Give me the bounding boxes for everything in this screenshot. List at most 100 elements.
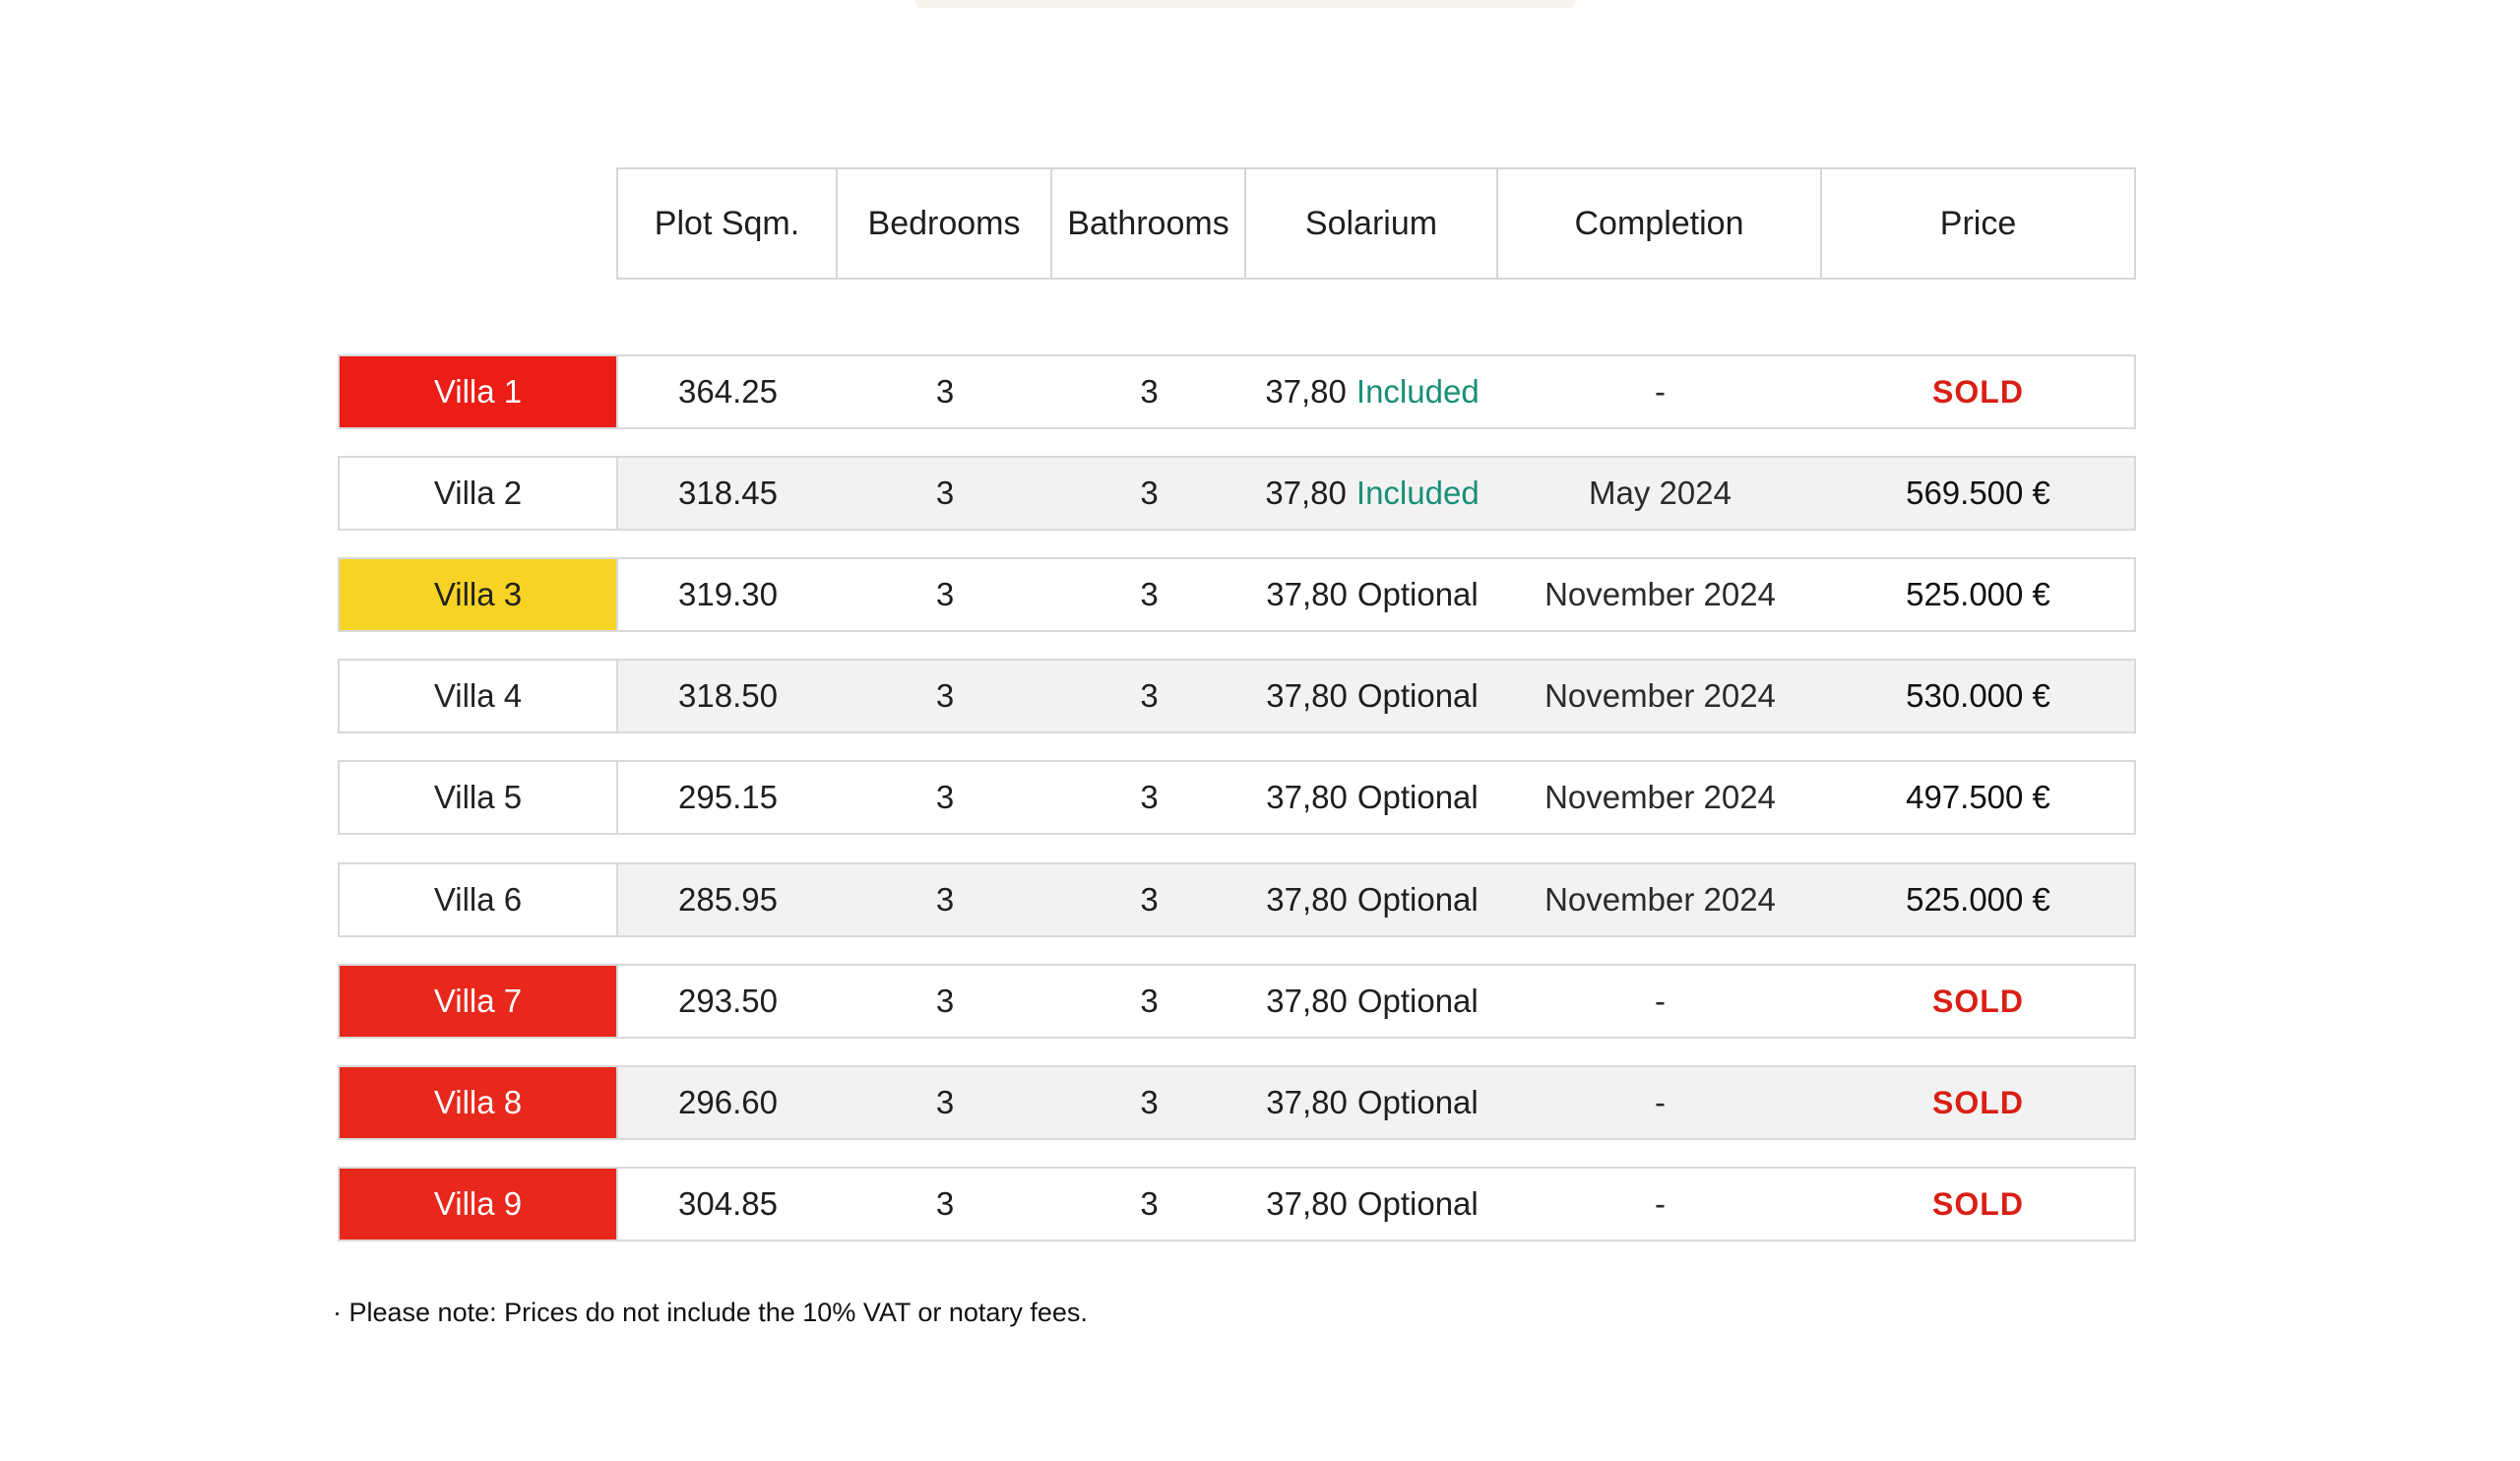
row-data: 318.50 3 3 37,80 Optional November 2024 530.00… [618, 661, 2134, 731]
row-data: 296.60 3 3 37,80 Optional - SOLD [618, 1067, 2134, 1138]
bathrooms-cell: 3 [1140, 475, 1159, 511]
solarium-size: 37,80 [1266, 881, 1348, 918]
completion-cell: November 2024 [1544, 677, 1776, 714]
solarium-size: 37,80 [1266, 677, 1348, 714]
header-completion: Completion [1498, 169, 1822, 278]
table-row: Villa 7 293.50 3 3 37,80 Optional - SOLD [338, 964, 2136, 1039]
table-row: Villa 5 295.15 3 3 37,80 Optional November 202… [338, 760, 2136, 835]
solarium-status: Optional [1356, 779, 1479, 815]
solarium-status: Included [1355, 475, 1480, 511]
sold-label: SOLD [1932, 1185, 2024, 1222]
table-row: Villa 3 319.30 3 3 37,80 Optional November 202… [338, 557, 2136, 632]
solarium-status: Optional [1356, 881, 1479, 918]
price-cell: 497.500 € [1906, 779, 2050, 815]
bedrooms-cell: 3 [935, 373, 955, 410]
plot-cell: 364.25 [678, 373, 778, 410]
solarium-cell: 37,80 Optional [1246, 1067, 1498, 1138]
table-row: Villa 8 296.60 3 3 37,80 Optional - SOLD [338, 1065, 2136, 1140]
solarium-status: Optional [1356, 1185, 1479, 1222]
solarium-size: 37,80 [1265, 373, 1347, 410]
bathrooms-cell: 3 [1140, 1084, 1159, 1120]
table-row: Villa 1 364.25 3 3 37,80 Included - SOLD [338, 354, 2136, 429]
plot-cell: 285.95 [678, 881, 778, 918]
price-cell: 525.000 € [1906, 881, 2050, 918]
plot-cell: 295.15 [678, 779, 778, 815]
header-bedrooms: Bedrooms [838, 169, 1052, 278]
row-data: 295.15 3 3 37,80 Optional November 2024 497.50… [618, 762, 2134, 833]
bedrooms-cell: 3 [935, 576, 955, 612]
sold-label: SOLD [1932, 983, 2024, 1019]
header-plot: Plot Sqm. [618, 169, 838, 278]
header-price: Price [1939, 204, 2017, 242]
plot-cell: 318.45 [678, 475, 778, 511]
plot-cell: 318.50 [678, 677, 778, 714]
completion-cell: November 2024 [1544, 881, 1776, 918]
solarium-cell: 37,80 Optional [1246, 966, 1498, 1037]
header-bathrooms: Bathrooms [1052, 169, 1246, 278]
row-data: 304.85 3 3 37,80 Optional - SOLD [618, 1169, 2134, 1239]
villa-name-cell: Villa 3 [340, 559, 618, 630]
solarium-status: Optional [1356, 983, 1479, 1019]
plot-cell: 293.50 [678, 983, 778, 1019]
table-row: Villa 4 318.50 3 3 37,80 Optional November 202… [338, 659, 2136, 733]
bathrooms-cell: 3 [1140, 881, 1159, 918]
plot-cell: 304.85 [678, 1185, 778, 1222]
villa-name-cell: Villa 4 [340, 661, 618, 731]
top-edge-smudge [915, 0, 1575, 8]
solarium-size: 37,80 [1266, 1084, 1348, 1120]
solarium-cell: 37,80 Optional [1246, 1169, 1498, 1239]
solarium-cell: 37,80 Included [1246, 356, 1498, 427]
price-cell: 530.000 € [1906, 677, 2050, 714]
completion-cell: November 2024 [1544, 779, 1776, 815]
plot-cell: 296.60 [678, 1084, 778, 1120]
solarium-size: 37,80 [1266, 576, 1348, 612]
solarium-cell: 37,80 Optional [1246, 661, 1498, 731]
solarium-cell: 37,80 Optional [1246, 559, 1498, 630]
solarium-status: Optional [1356, 576, 1479, 612]
row-data: 285.95 3 3 37,80 Optional November 2024 525.00… [618, 864, 2134, 935]
solarium-cell: 37,80 Optional [1246, 864, 1498, 935]
solarium-size: 37,80 [1265, 475, 1347, 511]
table-header-row: Plot Sqm. Bedrooms Bathrooms Solarium Co… [616, 167, 2136, 280]
sold-label: SOLD [1932, 373, 2024, 410]
sold-label: SOLD [1932, 1084, 2024, 1120]
completion-cell: - [1655, 373, 1666, 410]
solarium-size: 37,80 [1266, 779, 1348, 815]
completion-cell: May 2024 [1589, 475, 1732, 511]
bedrooms-cell: 3 [935, 1185, 955, 1222]
table-row: Villa 2 318.45 3 3 37,80 Included May 2024 569.… [338, 456, 2136, 531]
solarium-status: Optional [1356, 1084, 1479, 1120]
table-row: Villa 9 304.85 3 3 37,80 Optional - SOLD [338, 1167, 2136, 1241]
bathrooms-cell: 3 [1140, 1185, 1159, 1222]
bedrooms-cell: 3 [935, 677, 955, 714]
footnote: · Please note: Prices do not include the… [333, 1298, 1088, 1327]
price-cell: 525.000 € [1906, 576, 2050, 612]
villa-name-cell: Villa 8 [340, 1067, 618, 1138]
completion-cell: November 2024 [1544, 576, 1776, 612]
villa-name-cell: Villa 2 [340, 458, 618, 529]
bathrooms-cell: 3 [1140, 983, 1159, 1019]
solarium-size: 37,80 [1266, 1185, 1348, 1222]
solarium-size: 37,80 [1266, 983, 1348, 1019]
header-solarium: Solarium [1246, 169, 1498, 278]
villa-name-cell: Villa 1 [340, 356, 618, 427]
completion-cell: - [1655, 983, 1666, 1019]
completion-cell: - [1655, 1084, 1666, 1120]
villa-name-cell: Villa 6 [340, 864, 618, 935]
solarium-status: Included [1355, 373, 1480, 410]
solarium-status: Optional [1356, 677, 1479, 714]
bedrooms-cell: 3 [935, 1084, 955, 1120]
row-data: 319.30 3 3 37,80 Optional November 2024 525.00… [618, 559, 2134, 630]
row-data: 318.45 3 3 37,80 Included May 2024 569.500 € [618, 458, 2134, 529]
completion-cell: - [1655, 1185, 1666, 1222]
villa-name-cell: Villa 7 [340, 966, 618, 1037]
plot-cell: 319.30 [678, 576, 778, 612]
row-data: 364.25 3 3 37,80 Included - SOLD [618, 356, 2134, 427]
table-row: Villa 6 285.95 3 3 37,80 Optional November 202… [338, 862, 2136, 937]
villa-name-cell: Villa 9 [340, 1169, 618, 1239]
bathrooms-cell: 3 [1140, 677, 1159, 714]
bedrooms-cell: 3 [935, 779, 955, 815]
villa-name-cell: Villa 5 [340, 762, 618, 833]
bedrooms-cell: 3 [935, 983, 955, 1019]
row-data: 293.50 3 3 37,80 Optional - SOLD [618, 966, 2134, 1037]
